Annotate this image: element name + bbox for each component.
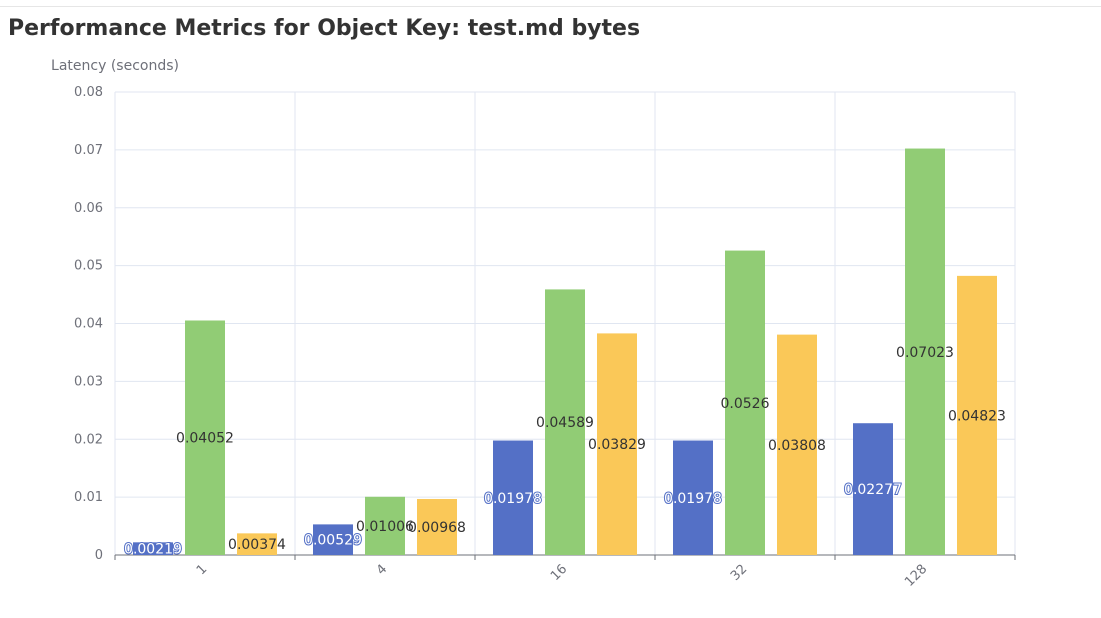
bar-value-label: 0.00968 [408, 520, 466, 536]
page-title: Performance Metrics for Object Key: test… [8, 16, 641, 41]
bar-value-label: 0.03808 [768, 438, 826, 454]
bar-value-label: 0.03829 [588, 437, 646, 453]
y-tick-label: 0.05 [74, 259, 103, 274]
y-tick-label: 0.08 [74, 85, 103, 100]
bar-labels: 0.00219 0.00529 0.01978 0.01978 0.02277 0.040… [123, 345, 1006, 559]
bar[interactable] [673, 440, 713, 555]
bar-value-label: 0.01978 [664, 491, 722, 507]
bars [133, 148, 997, 555]
x-tick-label: 4 [374, 562, 390, 578]
bar-value-label: 0.00374 [228, 537, 286, 553]
bar[interactable] [133, 542, 173, 555]
bar-value-label: 0.01006 [356, 519, 414, 535]
bar-value-label: 0.04052 [176, 431, 234, 447]
x-tick-label: 16 [548, 562, 570, 584]
x-tick-label: 128 [902, 562, 930, 590]
bar-value-label: 0.02277 [844, 482, 902, 498]
top-divider [0, 6, 1101, 7]
y-tick-label: 0.07 [74, 143, 103, 158]
bar[interactable] [417, 498, 457, 555]
x-tick-label: 32 [728, 562, 750, 584]
y-axis-title: Latency (seconds) [51, 58, 179, 74]
bar-value-label: 0.00529 [304, 533, 362, 549]
x-tick-label: 1 [194, 562, 210, 578]
y-tick-label: 0.01 [74, 490, 103, 505]
y-tick-label: 0.04 [74, 317, 103, 332]
bar[interactable] [237, 533, 277, 555]
bar[interactable] [853, 423, 893, 555]
bar[interactable] [185, 320, 225, 555]
bar-value-label: 0.01978 [484, 491, 542, 507]
y-tick-label: 0 [95, 548, 103, 563]
bar-value-label: 0.04589 [536, 415, 594, 431]
y-tick-label: 0.02 [74, 432, 103, 447]
bar[interactable] [365, 496, 405, 555]
bar-value-label: 0.00219 [124, 542, 182, 558]
y-tick-label: 0.06 [74, 201, 103, 216]
bar[interactable] [493, 440, 533, 555]
bar[interactable] [905, 148, 945, 555]
bar[interactable] [777, 334, 817, 555]
bar[interactable] [313, 524, 353, 555]
bar-value-label: 0.0526 [721, 396, 770, 412]
bar-value-label: 0.04823 [948, 408, 1006, 424]
bar[interactable] [545, 289, 585, 555]
bar-value-label: 0.07023 [896, 345, 954, 361]
bar[interactable] [725, 250, 765, 555]
bar[interactable] [597, 333, 637, 555]
y-tick-label: 0.03 [74, 374, 103, 389]
bar[interactable] [957, 275, 997, 555]
